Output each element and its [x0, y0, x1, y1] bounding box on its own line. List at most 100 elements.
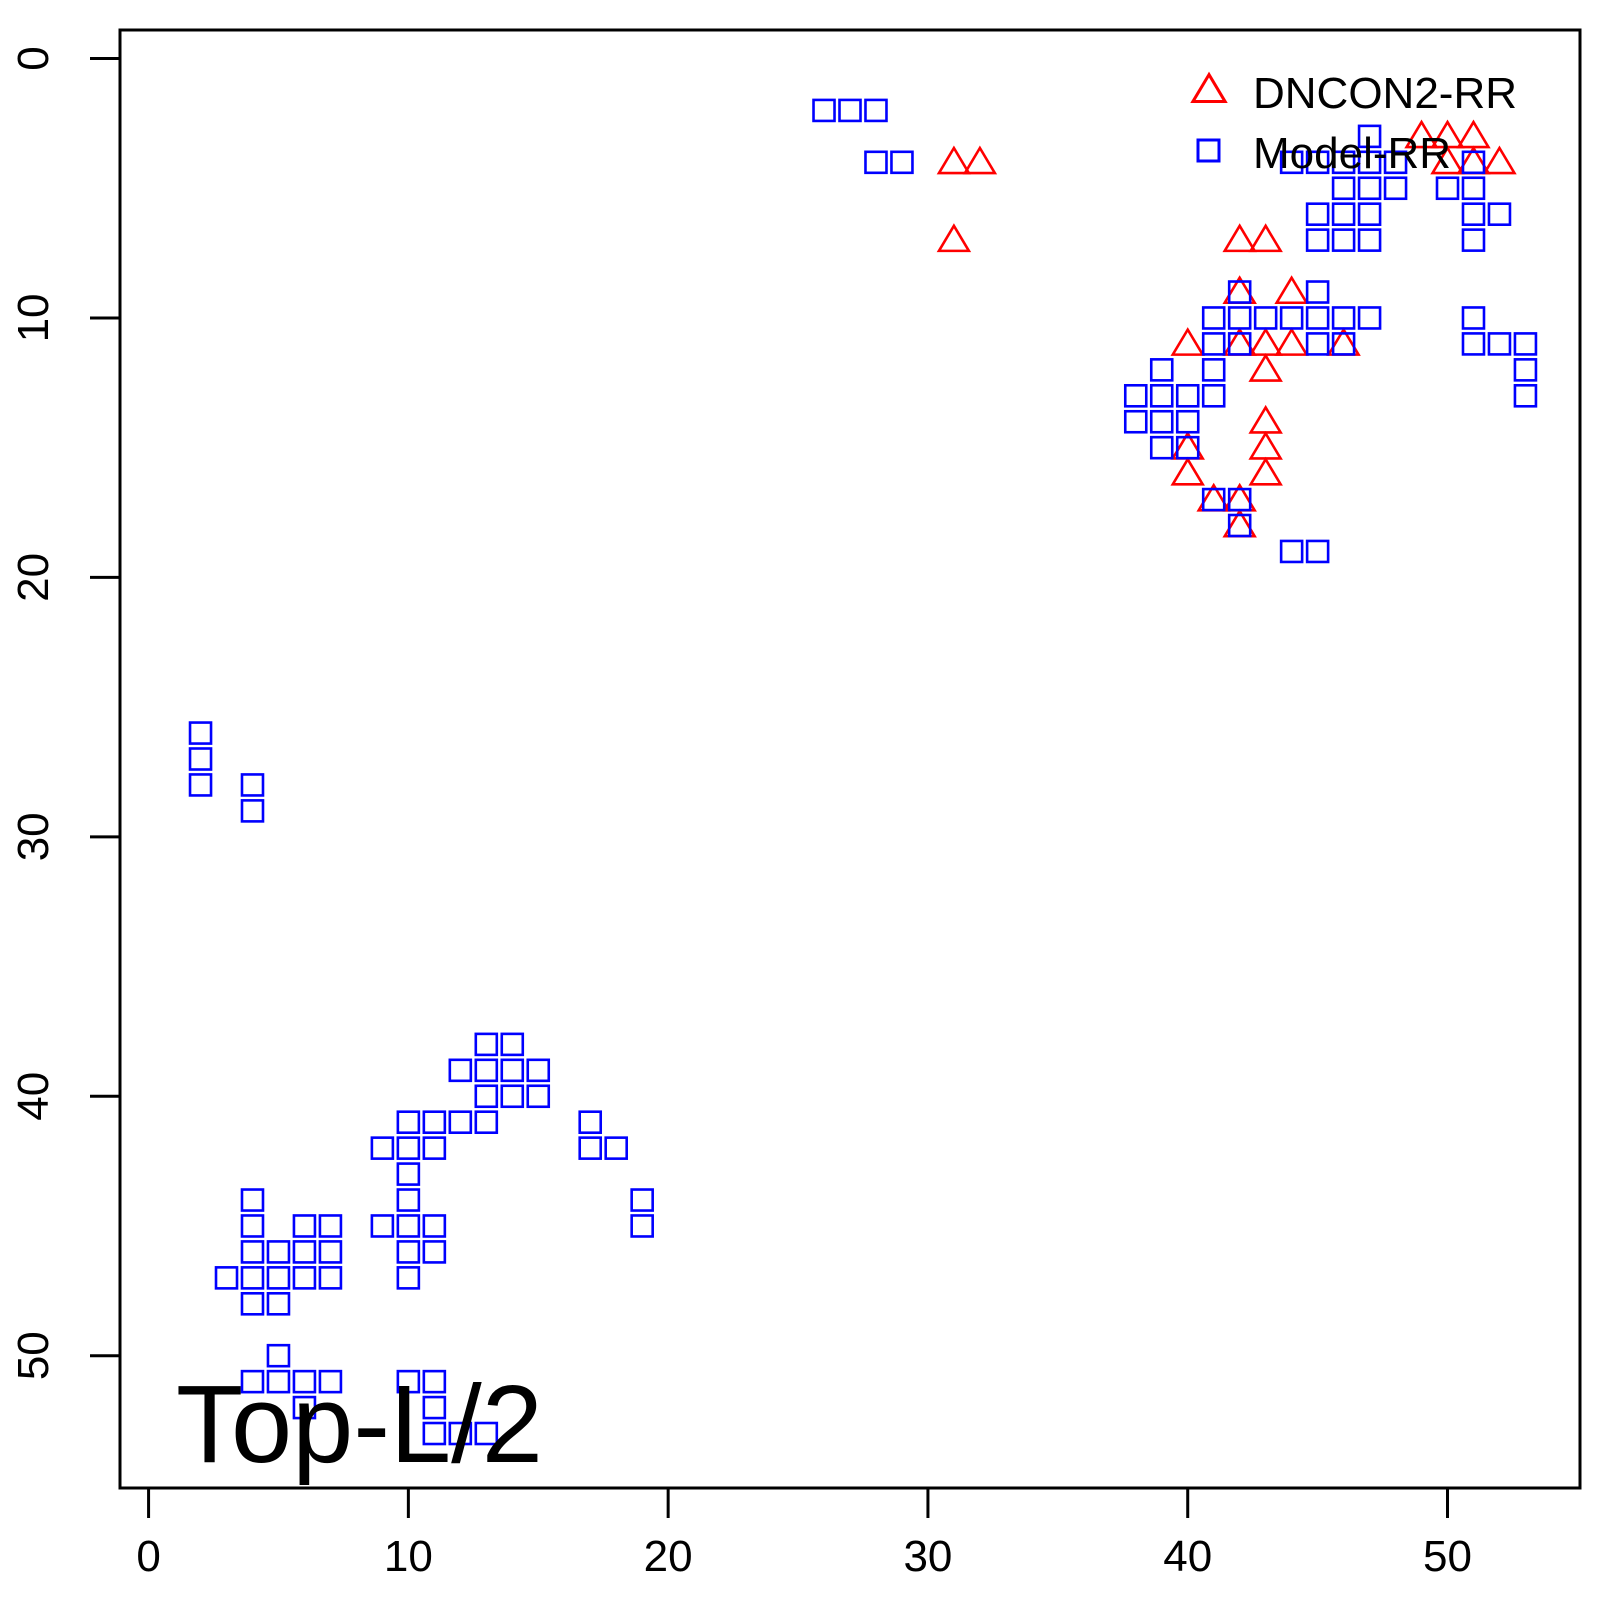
data-point-square	[1513, 383, 1538, 408]
data-point-square	[240, 1188, 265, 1212]
data-point-square	[1175, 435, 1200, 460]
data-point-square	[396, 1214, 421, 1238]
data-point-square	[396, 1240, 421, 1264]
data-point-square	[1461, 150, 1486, 175]
data-point-square	[1357, 150, 1382, 175]
data-point-square	[474, 1084, 499, 1109]
data-point-square	[370, 1136, 395, 1160]
data-point-square	[1461, 306, 1486, 330]
data-point-square	[1123, 383, 1148, 408]
data-point-square	[188, 721, 213, 745]
series-model-rr	[188, 98, 1538, 1446]
data-point-square	[1279, 150, 1304, 175]
data-point-square	[1149, 409, 1174, 434]
data-point-square	[1383, 176, 1408, 201]
data-point-square	[630, 1188, 654, 1212]
data-point-square	[1279, 306, 1304, 330]
data-point-triangle	[1404, 119, 1439, 149]
data-point-square	[1149, 383, 1174, 408]
data-point-triangle	[1248, 430, 1283, 460]
data-point-square	[474, 1032, 499, 1057]
data-point-square	[370, 1214, 395, 1238]
data-point-square	[240, 1266, 265, 1290]
data-point-square	[578, 1110, 603, 1135]
data-point-square	[396, 1266, 421, 1290]
data-point-square	[1357, 176, 1382, 201]
data-point-square	[1331, 332, 1356, 356]
data-point-square	[1357, 306, 1382, 330]
data-point-square	[448, 1110, 473, 1135]
data-point-square	[526, 1084, 551, 1109]
y-tick-label: 0	[9, 46, 58, 70]
y-tick-label: 20	[9, 553, 58, 602]
data-point-square	[1175, 409, 1200, 434]
y-tick-label: 30	[9, 812, 58, 861]
y-axis: 0 10 20 30 40 50	[9, 46, 122, 1380]
data-point-square	[292, 1369, 317, 1394]
data-point-square	[292, 1266, 317, 1290]
data-point-square	[318, 1266, 343, 1290]
data-point-triangle	[1456, 119, 1491, 149]
data-point-square	[1487, 202, 1512, 226]
data-point-square	[1175, 383, 1200, 408]
data-point-triangle	[1248, 404, 1283, 434]
legend-label-dncon2-rr: DNCON2-RR	[1253, 69, 1517, 118]
data-point-square	[1279, 539, 1304, 564]
data-point-square	[1149, 435, 1174, 460]
data-point-square	[1149, 358, 1174, 382]
data-point-square	[396, 1110, 421, 1135]
plot-marks	[188, 98, 1538, 1446]
data-point-square	[838, 98, 862, 123]
data-point-square	[240, 1292, 265, 1316]
data-point-square	[188, 773, 213, 797]
data-point-square	[396, 1188, 421, 1212]
data-point-square	[318, 1240, 343, 1264]
data-point-square	[1227, 487, 1252, 512]
data-point-square	[1227, 332, 1252, 356]
data-point-square	[1357, 228, 1382, 252]
data-point-square	[1435, 176, 1460, 201]
legend-item-dncon2-rr: DNCON2-RR	[1190, 69, 1517, 118]
data-point-square	[266, 1240, 291, 1264]
data-point-square	[1305, 306, 1330, 330]
data-point-triangle	[1274, 275, 1309, 305]
data-point-square	[240, 1240, 265, 1264]
data-point-triangle	[936, 223, 972, 253]
data-point-square	[890, 150, 914, 175]
x-tick-label: 0	[136, 1532, 160, 1581]
data-point-square	[1201, 358, 1226, 382]
data-point-square	[422, 1421, 447, 1446]
data-point-square	[474, 1110, 499, 1135]
data-point-square	[1487, 332, 1512, 356]
data-point-square	[422, 1395, 447, 1420]
data-point-square	[214, 1266, 239, 1290]
data-point-triangle	[1248, 353, 1283, 382]
data-point-square	[1331, 202, 1356, 226]
data-point-square	[266, 1369, 291, 1394]
data-point-square	[1331, 176, 1356, 201]
data-point-square	[1331, 150, 1356, 175]
data-point-square	[240, 1214, 265, 1238]
data-point-square	[292, 1240, 317, 1264]
x-tick-label: 10	[384, 1532, 433, 1581]
data-point-triangle	[1274, 327, 1309, 356]
data-point-square	[1461, 176, 1486, 201]
legend-item-model-rr: Model-RR	[1196, 129, 1451, 178]
x-tick-label: 30	[903, 1532, 952, 1581]
data-point-square	[1227, 280, 1252, 304]
data-point-triangle	[936, 145, 972, 175]
data-point-square	[864, 150, 888, 175]
data-point-square	[266, 1266, 291, 1290]
data-point-square	[1357, 124, 1382, 149]
data-point-square	[188, 747, 213, 771]
data-point-triangle	[1222, 223, 1257, 253]
legend-label-model-rr: Model-RR	[1253, 129, 1451, 178]
data-point-square	[1357, 202, 1382, 226]
data-point-square	[578, 1136, 603, 1160]
data-point-square	[1305, 150, 1330, 175]
data-point-square	[1123, 409, 1148, 434]
data-point-square	[1253, 306, 1278, 330]
data-point-square	[1305, 280, 1330, 304]
data-point-triangle	[1430, 145, 1465, 175]
data-point-square	[1305, 332, 1330, 356]
